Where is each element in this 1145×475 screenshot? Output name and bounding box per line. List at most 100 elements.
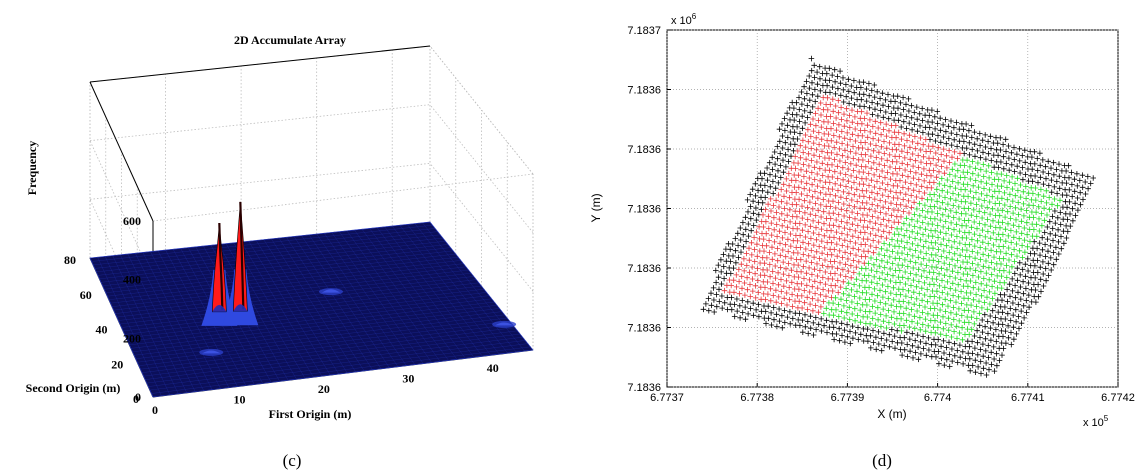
y-tick-label: 7.1836 <box>627 85 661 97</box>
x-axis-label: X (m) <box>877 407 906 421</box>
surface-floor <box>89 221 534 398</box>
scatter-chart-xy: 6.7737 6.7738 6.7739 6.774 6.7741 6.7742 7.183… <box>589 12 1135 470</box>
x-tick-label: 20 <box>318 382 330 396</box>
y-axis-label: Second Origin (m) <box>26 381 121 395</box>
z-tick-label: 200 <box>123 331 141 345</box>
surface-mesh-line <box>138 321 510 366</box>
y-axis-label: Y (m) <box>589 193 603 222</box>
surface-mesh-line <box>134 311 503 356</box>
surface-mesh-line <box>97 237 443 276</box>
chart-title: 2D Accumulate Array <box>234 33 346 47</box>
surface-peak-2 <box>222 201 259 326</box>
x-tick-label: 10 <box>233 393 245 407</box>
x-tick-label: 6.7742 <box>1101 392 1135 404</box>
x-tick-label: 6.774 <box>924 392 952 404</box>
surface-mesh-line <box>96 234 441 273</box>
y-tick-label: 40 <box>96 323 108 337</box>
surface-mesh-line <box>107 257 459 297</box>
surface-mesh-line <box>143 330 518 377</box>
x-exponent-label: x 105 <box>1083 414 1109 429</box>
y-tick-label: 20 <box>111 357 123 371</box>
surface-mesh-line <box>112 266 467 307</box>
grid-line <box>429 104 534 233</box>
grid-line <box>429 163 534 292</box>
y-tick-label: 7.1836 <box>627 323 661 335</box>
y-exponent-label: x 106 <box>671 12 697 27</box>
x-tick-label: 40 <box>487 361 499 375</box>
surface-mesh-line <box>94 231 438 269</box>
surface-mesh-line <box>141 327 515 373</box>
surface-mesh-line <box>110 263 464 304</box>
surface-chart-2d-accumulate: 2D Accumulate Array 02004006000102030400… <box>25 33 534 470</box>
surface-mesh-line <box>140 324 513 370</box>
surface-mesh-line <box>108 260 461 300</box>
surface-mesh-line <box>148 340 526 387</box>
peak-shade <box>239 201 245 310</box>
x-tick-label: 6.7741 <box>1011 392 1045 404</box>
surface-peaks <box>201 201 259 326</box>
surface-mesh-line <box>91 225 433 262</box>
panel-label-d: (d) <box>872 451 892 470</box>
y-tick-label: 0 <box>133 392 139 406</box>
surface-mesh-line <box>105 253 456 293</box>
y-tick-label: 7.1836 <box>627 144 661 156</box>
y-tick-label: 7.1836 <box>627 382 661 394</box>
z-tick-label: 400 <box>123 273 141 287</box>
surface-mesh-line <box>152 349 534 398</box>
surface-mesh-line <box>89 221 431 259</box>
surface-mesh-line <box>102 247 451 286</box>
grid-line <box>89 104 431 142</box>
y-tick-label: 60 <box>80 288 92 302</box>
box-edge <box>89 45 431 83</box>
x-axis-label: First Origin (m) <box>269 407 352 421</box>
z-axis-label: Frequency <box>25 141 39 195</box>
peak-foot <box>233 304 248 312</box>
surface-mesh-line <box>145 333 521 380</box>
grid-line <box>429 45 534 175</box>
surface-mesh-line <box>137 317 508 363</box>
y-tick-label: 7.1837 <box>627 25 661 37</box>
scatter-points <box>700 55 1096 378</box>
tick-labels: 6.7737 6.7738 6.7739 6.774 6.7741 6.7742 7.183… <box>627 25 1134 404</box>
surface-mesh-line <box>130 305 497 349</box>
scatter-series-right <box>821 157 1063 343</box>
surface-mesh-line <box>151 346 531 394</box>
x-tick-label: 30 <box>402 372 414 386</box>
surface-mesh-line <box>135 314 505 359</box>
surface-bump-top <box>495 322 514 326</box>
surface-bump-top <box>202 350 221 354</box>
surface-mesh-line <box>99 241 446 280</box>
grid-line <box>89 162 431 200</box>
surface-mesh-line <box>118 279 477 321</box>
surface-mesh-line <box>113 269 469 311</box>
x-tick-label: 6.7739 <box>831 392 865 404</box>
box-edge <box>89 81 154 222</box>
surface-mesh-line <box>116 276 474 318</box>
surface-mesh-line <box>115 273 472 314</box>
peak-foot <box>212 304 227 312</box>
panel-label-c: (c) <box>283 451 302 470</box>
peak-shade <box>218 223 224 310</box>
z-tick-label: 0 <box>135 390 141 404</box>
y-tick-label: 7.1836 <box>627 263 661 275</box>
scatter-series-border <box>700 55 1096 378</box>
surface-mesh-line <box>124 292 487 335</box>
surface-mesh-line <box>149 343 528 391</box>
z-tick-label: 600 <box>123 214 141 228</box>
surface-mesh-line <box>146 337 523 384</box>
surface-mesh-line <box>132 308 500 352</box>
surface-mesh-line <box>129 301 495 346</box>
grid-line <box>152 173 534 222</box>
surface-mesh-line <box>123 289 485 332</box>
surface-mesh-line <box>126 295 490 339</box>
surface-mesh-line <box>104 250 454 290</box>
x-tick-label: 6.7738 <box>740 392 774 404</box>
y-tick-label: 80 <box>64 253 76 267</box>
surface-mesh-line <box>127 298 492 342</box>
scatter-series-left <box>721 94 963 315</box>
x-tick-label: 0 <box>152 403 158 417</box>
surface-bump-top <box>321 289 340 293</box>
surface-mesh-line <box>121 285 482 328</box>
